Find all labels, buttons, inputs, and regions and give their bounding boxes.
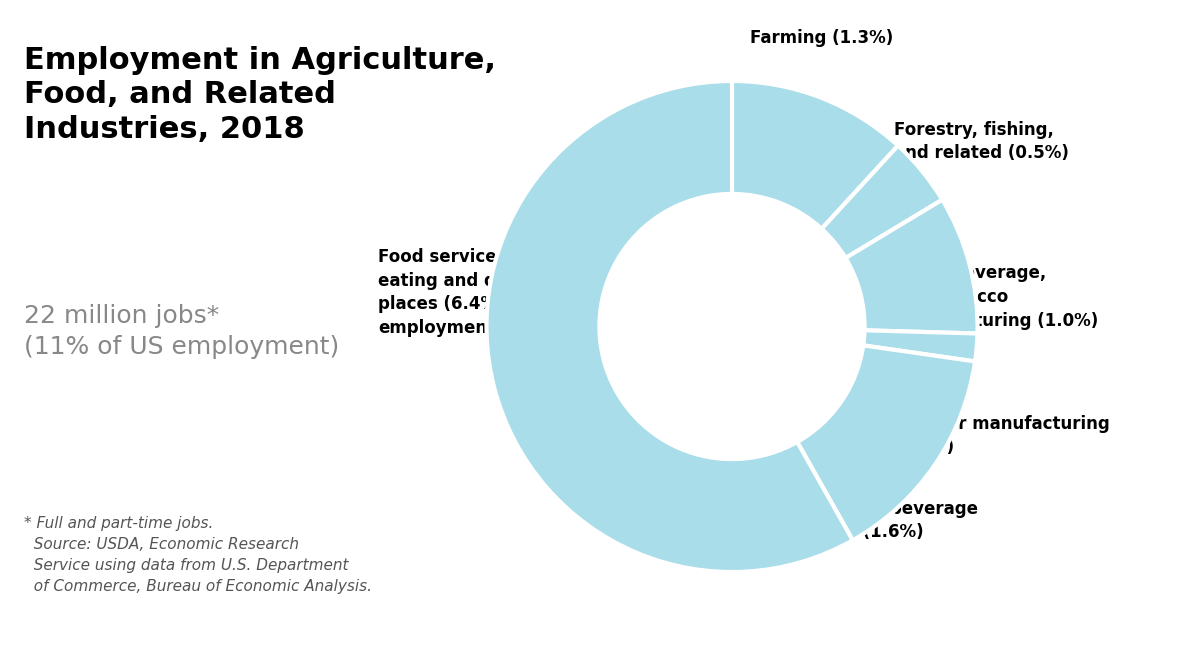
Text: Farming (1.3%): Farming (1.3%) [750, 29, 893, 48]
Text: Food, beverage,
and tobacco
manufacturing (1.0%): Food, beverage, and tobacco manufacturin… [894, 264, 1098, 330]
Wedge shape [732, 81, 898, 229]
Text: Employment in Agriculture,
Food, and Related
Industries, 2018: Employment in Agriculture, Food, and Rel… [24, 46, 496, 144]
Wedge shape [797, 345, 976, 540]
Text: * Full and part-time jobs.
  Source: USDA, Economic Research
  Service using dat: * Full and part-time jobs. Source: USDA,… [24, 516, 372, 594]
Text: Forestry, fishing,
and related (0.5%): Forestry, fishing, and related (0.5%) [894, 121, 1069, 163]
Text: Food service,
eating and drinking
places (6.4% of US
employment): Food service, eating and drinking places… [378, 248, 562, 337]
Text: Food and beverage
stores (1.6%): Food and beverage stores (1.6%) [798, 500, 978, 541]
Wedge shape [863, 330, 978, 362]
Text: 22 million jobs*
(11% of US employment): 22 million jobs* (11% of US employment) [24, 304, 340, 359]
Wedge shape [486, 81, 853, 572]
Text: Leather manufacturing
(0.2%): Leather manufacturing (0.2%) [894, 415, 1110, 456]
Wedge shape [846, 200, 978, 334]
Wedge shape [822, 146, 942, 258]
